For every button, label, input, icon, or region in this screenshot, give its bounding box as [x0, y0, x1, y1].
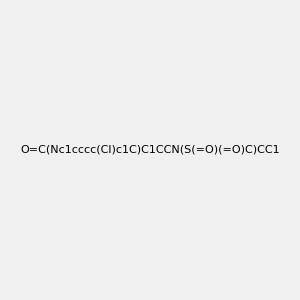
Text: O=C(Nc1cccc(Cl)c1C)C1CCN(S(=O)(=O)C)CC1: O=C(Nc1cccc(Cl)c1C)C1CCN(S(=O)(=O)C)CC1 — [20, 145, 280, 155]
